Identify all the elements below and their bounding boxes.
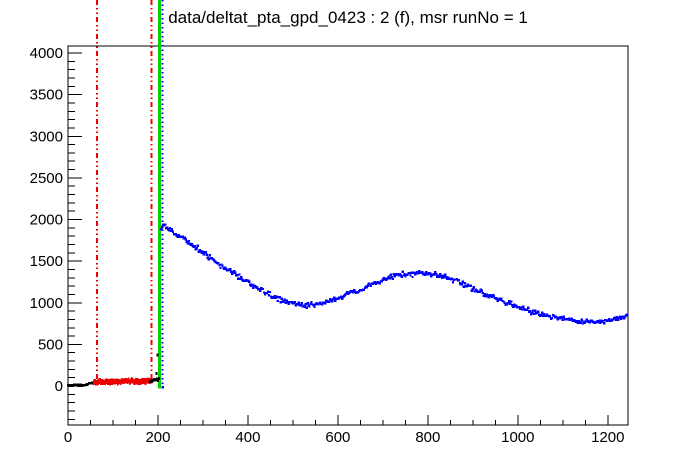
y-tick-label: 1500 xyxy=(30,253,63,270)
y-tick-label: 500 xyxy=(38,336,63,353)
x-tick-label: 400 xyxy=(235,429,260,446)
y-tick-label: 2500 xyxy=(30,170,63,187)
x-tick-label: 200 xyxy=(145,429,170,446)
y-tick-label: 1000 xyxy=(30,295,63,312)
series-t0-region-counts xyxy=(148,353,160,384)
y-tick-label: 3500 xyxy=(30,87,63,104)
y-axis-labels: 0 500 1000 1500 2000 2500 3000 3500 4000 xyxy=(30,45,63,395)
series-decay-signal-counts xyxy=(159,223,629,389)
series-pre-background-counts xyxy=(67,381,95,387)
y-tick-label: 2000 xyxy=(30,212,63,229)
plot-render-root: 0 200 400 600 800 1000 1200 0 500 1000 1500 2000 250… xyxy=(30,0,629,446)
x-tick-label: 1000 xyxy=(501,429,534,446)
x-tick-label: 1200 xyxy=(591,429,624,446)
series-background-window-counts xyxy=(93,377,153,386)
x-tick-label: 600 xyxy=(325,429,350,446)
y-tick-label: 3000 xyxy=(30,128,63,145)
axis-ticks xyxy=(67,52,609,425)
x-axis-labels: 0 200 400 600 800 1000 1200 xyxy=(64,429,625,446)
x-tick-label: 800 xyxy=(415,429,440,446)
x-tick-label: 0 xyxy=(64,429,72,446)
plot-title: data/deltat_pta_gpd_0423 : 2 (f), msr ru… xyxy=(168,8,528,27)
y-tick-label: 4000 xyxy=(30,45,63,62)
y-tick-label: 0 xyxy=(55,378,63,395)
plot-frame xyxy=(67,45,629,426)
